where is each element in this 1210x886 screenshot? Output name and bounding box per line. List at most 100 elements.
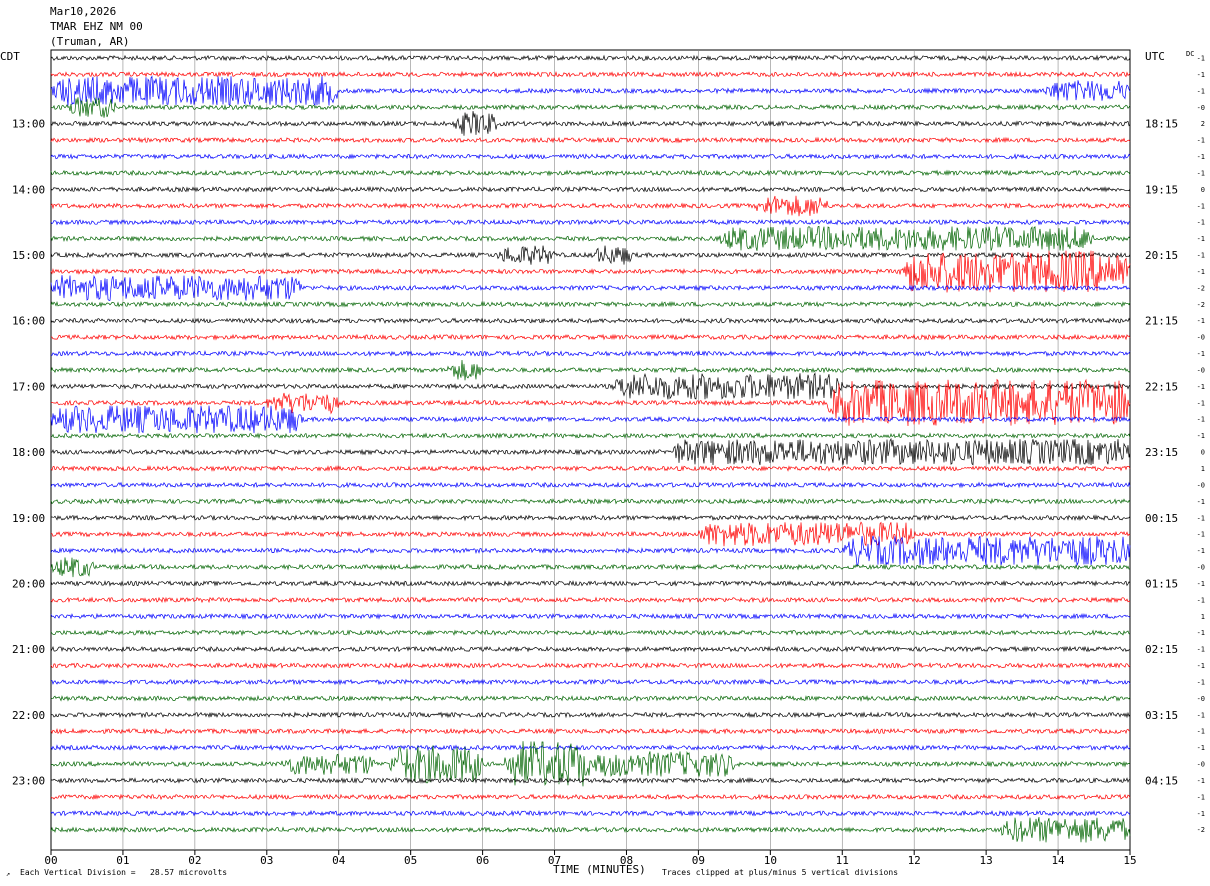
dc-offset-label: -1 [1197,580,1205,588]
scale-note: Each Vertical Division = 28.57 microvolt… [20,868,228,877]
seismic-trace [50,111,1131,136]
left-hour-label: 13:00 [12,118,45,131]
right-hour-label: 04:15 [1145,774,1178,787]
seismic-trace [50,225,1131,251]
left-hour-label: 17:00 [12,380,45,393]
seismic-trace [50,744,1131,752]
x-tick-label: 04 [332,854,346,867]
seismic-trace [50,777,1131,784]
seismic-trace [50,437,1131,466]
x-tick-label: 03 [260,854,273,867]
right-hour-label: 00:15 [1145,512,1178,525]
right-hour-label: 21:15 [1145,315,1178,328]
dc-offset-label: -1 [1197,71,1205,79]
seismic-trace [50,300,1131,308]
seismic-trace [50,153,1131,161]
dc-offset-label: -0 [1197,695,1205,703]
right-hour-label: 03:15 [1145,709,1178,722]
dc-offset-label: -1 [1197,711,1205,719]
seismic-trace [50,580,1131,587]
seismic-trace [50,195,1131,217]
scale-marker-icon: ↗ [6,870,11,878]
dc-offset-label: -1 [1197,596,1205,604]
seismic-trace [50,711,1131,719]
dc-offset-label: -1 [1197,235,1205,243]
right-hour-label: 02:15 [1145,643,1178,656]
x-tick-label: 13 [980,854,993,867]
seismic-trace [50,497,1131,505]
left-hour-label: 20:00 [12,577,45,590]
seismic-trace [50,350,1131,358]
seismic-trace [50,678,1131,686]
x-tick-label: 08 [620,854,633,867]
header-station: TMAR EHZ NM 00 [50,20,143,33]
seismic-trace [50,629,1131,637]
dc-offset-label: -2 [1197,826,1205,834]
dc-offset-label: -0 [1197,104,1205,112]
seismic-trace [50,70,1131,78]
dc-column-label: DC [1186,50,1195,58]
dc-offset-label: -1 [1197,416,1205,424]
seismic-trace [50,405,1131,434]
dc-offset-label: -1 [1197,777,1205,785]
dc-offset-label: -1 [1197,219,1205,227]
x-tick-label: 06 [476,854,489,867]
dc-offset-label: -1 [1197,153,1205,161]
seismic-trace [50,817,1131,843]
dc-offset-label: -1 [1197,547,1205,555]
seismic-trace [51,432,1131,440]
right-hour-label: 23:15 [1145,446,1178,459]
seismic-trace [50,793,1131,801]
dc-offset-label: 2 [1201,120,1205,128]
dc-offset-label: -1 [1197,810,1205,818]
left-hour-label: 19:00 [12,512,45,525]
dc-offset-label: -0 [1197,564,1205,572]
seismic-trace [50,250,1131,293]
x-tick-label: 07 [548,854,561,867]
right-hour-label: 22:15 [1145,380,1178,393]
seismic-trace [50,694,1131,702]
x-tick-label: 15 [1123,854,1136,867]
left-timezone-label: CDT [0,50,20,63]
dc-offset-label: -1 [1197,350,1205,358]
seismic-trace [50,612,1131,620]
dc-offset-label: -1 [1197,87,1205,95]
seismic-trace [50,169,1131,177]
dc-offset-label: -1 [1197,646,1205,654]
dc-offset-label: -1 [1197,728,1205,736]
dc-offset-label: -1 [1197,169,1205,177]
seismic-trace [50,727,1131,735]
x-tick-label: 12 [908,854,921,867]
seismic-trace [50,741,1131,787]
right-hour-label: 19:15 [1145,183,1178,196]
left-hour-label: 18:00 [12,446,45,459]
dc-offset-label: -2 [1197,284,1205,292]
seismic-trace [50,245,1131,265]
left-hour-label: 16:00 [12,315,45,328]
clip-note: Traces clipped at plus/minus 5 vertical … [662,868,899,877]
seismic-trace [50,218,1131,226]
seismic-trace [50,535,1131,567]
right-hour-label: 18:15 [1145,118,1178,131]
seismic-trace [51,514,1131,522]
seismic-trace [50,359,1131,381]
header-location: (Truman, AR) [50,35,130,48]
dc-offset-label: 1 [1201,465,1205,473]
seismic-trace [50,274,1131,301]
dc-offset-label: -1 [1197,744,1205,752]
seismic-trace [50,645,1131,653]
dc-offset-label: -1 [1197,252,1205,260]
seismic-trace [50,465,1131,473]
seismic-trace [50,378,1131,427]
left-hour-label: 22:00 [12,709,45,722]
dc-offset-label: -1 [1197,662,1205,670]
x-tick-label: 10 [764,854,777,867]
dc-offset-label: -1 [1197,202,1205,210]
right-hour-label: 01:15 [1145,577,1178,590]
left-hour-label: 14:00 [12,183,45,196]
dc-offset-label: 0 [1201,449,1205,457]
header-date: Mar10,2026 [50,5,117,18]
seismic-trace [50,809,1131,817]
dc-offset-label: -2 [1197,301,1205,309]
